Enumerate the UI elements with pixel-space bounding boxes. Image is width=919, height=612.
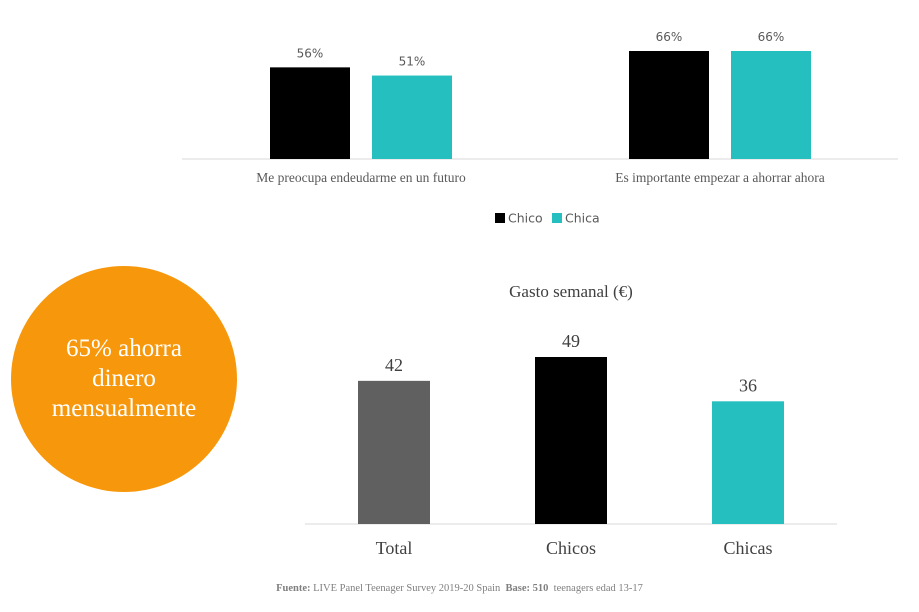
chart1-data-label: 66% <box>758 30 785 44</box>
legend-label-chico: Chico <box>508 211 543 226</box>
chart-attitudes: 56% 51% Me preocupa endeudarme en un futur… <box>182 30 898 226</box>
chart-weekly-spend: Gasto semanal (€) 42 Total 49 Chicos 36 Chicas <box>305 282 837 558</box>
chart1-data-label: 51% <box>399 55 426 69</box>
footnote-fuente-label: Fuente: <box>276 583 311 594</box>
chart2-data-label: 42 <box>385 355 403 375</box>
chart1-data-label: 66% <box>656 30 683 44</box>
chart1-bar-chica-1 <box>731 51 811 159</box>
chart2-bar-chicos <box>535 357 607 524</box>
legend-swatch-chica <box>552 213 562 223</box>
chart1-bar-chico-1 <box>629 51 709 159</box>
footnote-base-value: 510 <box>532 583 549 594</box>
chart2-data-label: 36 <box>739 375 757 395</box>
footnote-base-text: teenagers edad 13-17 <box>553 583 643 594</box>
chart1-category-label: Es importante empezar a ahorrar ahora <box>615 170 825 185</box>
chart2-category-label: Total <box>376 538 413 558</box>
source-footnote: Fuente: LIVE Panel Teenager Survey 2019-… <box>0 583 919 594</box>
chart2-bar-chicas <box>712 401 784 524</box>
chart2-category-label: Chicas <box>724 538 773 558</box>
legend-label-chica: Chica <box>565 211 600 226</box>
savings-badge: 65% ahorra dinero mensualmente <box>11 266 237 492</box>
chart2-category-label: Chicos <box>546 538 596 558</box>
footnote-fuente-text: LIVE Panel Teenager Survey 2019-20 Spain <box>313 583 501 594</box>
chart1-data-label: 56% <box>297 46 324 60</box>
footnote-base-label: Base: <box>505 583 531 594</box>
chart1-bar-chica-0 <box>372 75 452 159</box>
chart1-bar-chico-0 <box>270 67 350 159</box>
legend-swatch-chico <box>495 213 505 223</box>
chart1-category-label: Me preocupa endeudarme en un futuro <box>256 170 466 185</box>
chart2-data-label: 49 <box>562 331 580 351</box>
savings-badge-text: 65% ahorra dinero mensualmente <box>51 335 197 422</box>
chart2-bar-total <box>358 380 430 524</box>
chart2-title: Gasto semanal (€) <box>509 282 633 301</box>
